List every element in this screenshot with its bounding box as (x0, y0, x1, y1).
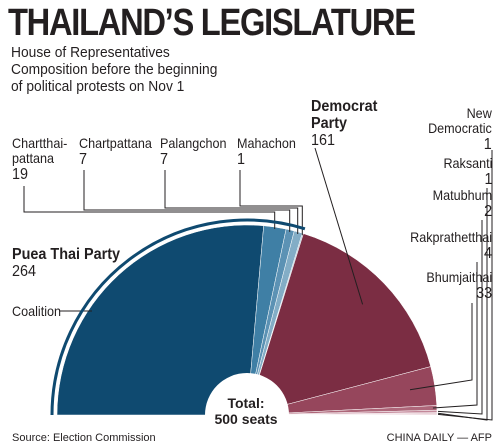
total-seats: Total: 500 seats (205, 395, 287, 427)
chartpattana-value: 7 (79, 151, 88, 168)
leader-raksanti (437, 188, 488, 421)
democrat-name-1: Democrat (311, 98, 378, 115)
chartthaipattana-value: 19 (12, 166, 29, 183)
label-rakprathetthai: Rakprathetthai 4 (410, 229, 492, 263)
new-democratic-name-1: New (466, 105, 492, 121)
total-label: Total: (227, 395, 265, 411)
coalition-arc (50, 218, 306, 416)
label-chartpattana: Chartpattana 7 (79, 135, 152, 169)
democrat-value: 161 (311, 132, 336, 149)
matubhum-name: Matubhum (432, 187, 492, 203)
palangchon-name: Palangchon (160, 135, 227, 151)
mahachon-value: 1 (237, 151, 246, 168)
source-note: Source: Election Commission (12, 432, 156, 444)
leader-chartpattana (83, 170, 291, 232)
subtitle-line-1: House of Representatives (11, 44, 170, 61)
label-bhumjaithai: Bhumjaithai 33 (426, 269, 492, 303)
leader-rakprathetthai (432, 262, 478, 409)
chartpattana-name: Chartpattana (79, 135, 152, 151)
puea-thai-name: Puea Thai Party (12, 246, 121, 263)
leader-democrat (314, 147, 364, 305)
leader-mahachon (239, 170, 303, 236)
pie-slices (56, 224, 438, 416)
mahachon-name: Mahachon (237, 135, 296, 151)
page-title: THAILAND’S LEGISLATURE (8, 2, 416, 44)
democrat-name-2: Party (311, 115, 348, 132)
center-disc (205, 373, 289, 448)
matubhum-value: 2 (483, 203, 492, 220)
label-matubhum: Matubhum 2 (432, 187, 492, 221)
leader-matubhum (437, 220, 483, 415)
new-democratic-name-2: Democratic (428, 120, 492, 136)
chartthaipattana-name-1: Chartthai- (12, 135, 68, 151)
leader-palangchon (164, 170, 299, 234)
label-new-democratic: New Democratic 1 (428, 105, 492, 154)
label-mahachon: Mahachon 1 (237, 135, 296, 169)
label-democrat: Democrat Party 161 (311, 98, 377, 149)
rakprathetthai-name: Rakprathetthai (410, 229, 492, 245)
new-democratic-value: 1 (483, 136, 492, 153)
raksanti-name: Raksanti (442, 155, 492, 171)
label-palangchon: Palangchon 7 (160, 135, 227, 169)
leader-bhumjaithai (409, 303, 473, 391)
label-puea-thai: Puea Thai Party 264 (12, 246, 120, 280)
label-raksanti: Raksanti 1 (442, 155, 492, 189)
bhumjaithai-name: Bhumjaithai (426, 269, 492, 285)
subtitle-line-3: of political protests on Nov 1 (11, 78, 185, 95)
subtitle-line-2: Composition before the beginning (11, 61, 218, 78)
chartthaipattana-name-2: pattana (12, 150, 55, 166)
total-value: 500 seats (214, 411, 278, 427)
slice-puea-thai (56, 224, 264, 416)
bhumjaithai-value: 33 (475, 285, 492, 302)
raksanti-value: 1 (483, 171, 492, 188)
puea-thai-value: 264 (12, 263, 37, 280)
coalition-label: Coalition (12, 303, 62, 319)
rakprathetthai-value: 4 (483, 245, 492, 262)
credit-note: CHINA DAILY — AFP (386, 432, 492, 444)
leader-new-democratic (437, 150, 493, 421)
slice-democrat (246, 233, 432, 416)
label-chartthaipattana: Chartthai- pattana 19 (12, 135, 68, 184)
palangchon-value: 7 (160, 151, 169, 168)
slice-new-democratic (246, 413, 438, 416)
